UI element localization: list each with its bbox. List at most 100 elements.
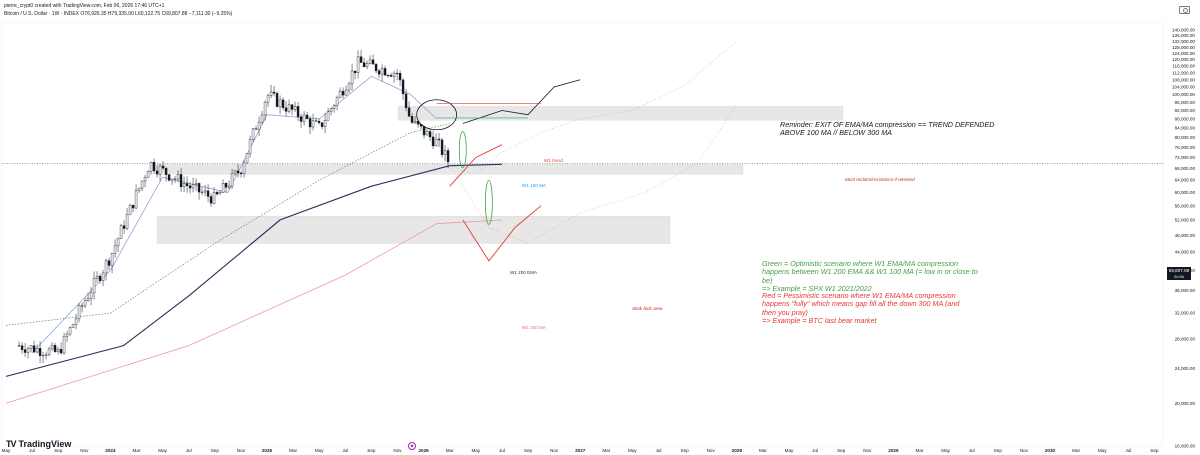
green-line-4: => Example = SPX W1 2021/2022 bbox=[762, 284, 872, 294]
candle-body bbox=[269, 91, 273, 96]
x-tick-label: 2029 bbox=[888, 448, 899, 453]
candle-body bbox=[98, 275, 102, 281]
green-line-3: be) bbox=[762, 275, 773, 285]
candle-body bbox=[272, 91, 276, 94]
y-tick-label: 108,000.00 bbox=[1172, 77, 1195, 82]
candle-body bbox=[386, 75, 390, 77]
y-tick-label: 96,000.00 bbox=[1175, 100, 1196, 105]
candle-body bbox=[353, 70, 357, 74]
y-tick-label: 76,000.00 bbox=[1175, 145, 1196, 150]
x-tick-label: May bbox=[158, 448, 167, 453]
candle-body bbox=[173, 178, 177, 180]
y-tick-label: 44,000.00 bbox=[1175, 250, 1196, 255]
candle-body bbox=[20, 345, 24, 350]
camera-icon[interactable] bbox=[1179, 6, 1190, 14]
candle-body bbox=[248, 139, 252, 154]
x-tick-label: Mar bbox=[1072, 448, 1080, 453]
candle-body bbox=[194, 183, 198, 185]
candle-body bbox=[446, 150, 450, 163]
zone-bottom-label: Stink bids area bbox=[632, 306, 663, 311]
green-oval-marker bbox=[458, 131, 467, 169]
green-oval-marker-2 bbox=[484, 179, 493, 225]
x-tick-label: Sep bbox=[367, 448, 376, 453]
candle-body bbox=[167, 174, 171, 181]
w1-fast-ema-line bbox=[31, 75, 437, 354]
green-line-2: happens between W1 200 EMA && W1 100 MA … bbox=[762, 267, 978, 277]
candle-body bbox=[383, 68, 387, 76]
candle-body bbox=[95, 275, 99, 279]
candle-body bbox=[59, 349, 63, 354]
w1-200-ema-line bbox=[5, 163, 502, 377]
brand-name: TradingView bbox=[18, 439, 72, 449]
candle-body bbox=[296, 106, 300, 117]
candle-body bbox=[101, 272, 105, 281]
x-tick-label: Sep bbox=[54, 448, 63, 453]
x-tick-label: 2030 bbox=[1045, 448, 1056, 453]
x-tick-label: Jul bbox=[29, 448, 35, 453]
y-tick-label: 136,000.00 bbox=[1172, 33, 1195, 38]
y-tick-label: 36,000.00 bbox=[1175, 288, 1196, 293]
y-tick-label: 56,000.00 bbox=[1175, 203, 1196, 208]
candles bbox=[17, 49, 450, 364]
x-tick-label: 2025 bbox=[262, 448, 273, 453]
x-tick-label: Jul bbox=[499, 448, 505, 453]
x-tick-label: May bbox=[1098, 448, 1107, 453]
x-tick-label: Jul bbox=[186, 448, 192, 453]
candle-body bbox=[410, 116, 414, 123]
candle-body bbox=[116, 238, 120, 247]
last-price-tag: 69,807.88 2d 6h bbox=[1167, 267, 1191, 280]
x-tick-label: 2024 bbox=[105, 448, 116, 453]
candle-body bbox=[287, 104, 291, 112]
candle-body bbox=[251, 128, 255, 140]
y-tick-label: 132,000.00 bbox=[1172, 39, 1195, 44]
candle-body bbox=[224, 183, 228, 188]
x-tick-label: Nov bbox=[237, 448, 246, 453]
candle-body bbox=[146, 171, 150, 178]
y-tick-label: 120,000.00 bbox=[1172, 57, 1195, 62]
x-tick-label: Mar bbox=[446, 448, 454, 453]
x-tick-label: May bbox=[2, 448, 11, 453]
candle-body bbox=[356, 56, 360, 74]
black-trend-sketch bbox=[462, 79, 581, 124]
candle-body bbox=[215, 191, 219, 195]
candle-body bbox=[434, 138, 438, 147]
red-scenario-note: Red = Pessimistic scenario where W1 EMA/… bbox=[762, 291, 959, 326]
candle-body bbox=[362, 62, 366, 68]
y-tick-label: 16,000.00 bbox=[1175, 444, 1196, 449]
candle-body bbox=[128, 204, 132, 215]
candle-body bbox=[170, 178, 174, 181]
candle-body bbox=[206, 190, 210, 197]
y-tick-label: 72,000.00 bbox=[1175, 155, 1196, 160]
candle-body bbox=[431, 136, 435, 147]
candle-body bbox=[278, 99, 282, 107]
y-tick-label: 64,000.00 bbox=[1175, 178, 1196, 183]
y-tick-label: 28,000.00 bbox=[1175, 336, 1196, 341]
candle-body bbox=[239, 172, 243, 174]
candle-body bbox=[185, 183, 189, 186]
candle-body bbox=[230, 173, 234, 187]
candle-body bbox=[428, 131, 432, 138]
last-price-countdown: 2d 6h bbox=[1173, 273, 1184, 279]
candle-body bbox=[155, 170, 159, 175]
candle-body bbox=[68, 327, 72, 335]
candle-body bbox=[245, 153, 249, 164]
red-scenario-bounce bbox=[462, 205, 542, 262]
y-tick-label: 100,000.00 bbox=[1172, 92, 1195, 97]
red-line-4: => Example = BTC last bear market bbox=[762, 316, 877, 326]
candle-body bbox=[407, 107, 411, 117]
reminder-note: Reminder: EXIT OF EMA/MA compression == … bbox=[780, 120, 994, 138]
event-marker-icon[interactable]: ◆ bbox=[408, 442, 416, 450]
y-tick-label: 140,000.00 bbox=[1172, 28, 1195, 33]
x-tick-label: Jul bbox=[969, 448, 975, 453]
candle-body bbox=[113, 245, 117, 254]
candle-body bbox=[368, 59, 372, 64]
time-axis: May Jul Sep Nov 2024 Mar May Jul Sep Nov 2025 Mar Ma… bbox=[2, 448, 1159, 453]
x-tick-label: Sep bbox=[681, 448, 690, 453]
candle-body bbox=[266, 95, 270, 103]
candle-body bbox=[53, 345, 57, 352]
candle-body bbox=[62, 336, 66, 354]
x-tick-label: Jul bbox=[812, 448, 818, 453]
y-tick-label: 68,000.00 bbox=[1175, 166, 1196, 171]
candle-body bbox=[47, 348, 51, 356]
